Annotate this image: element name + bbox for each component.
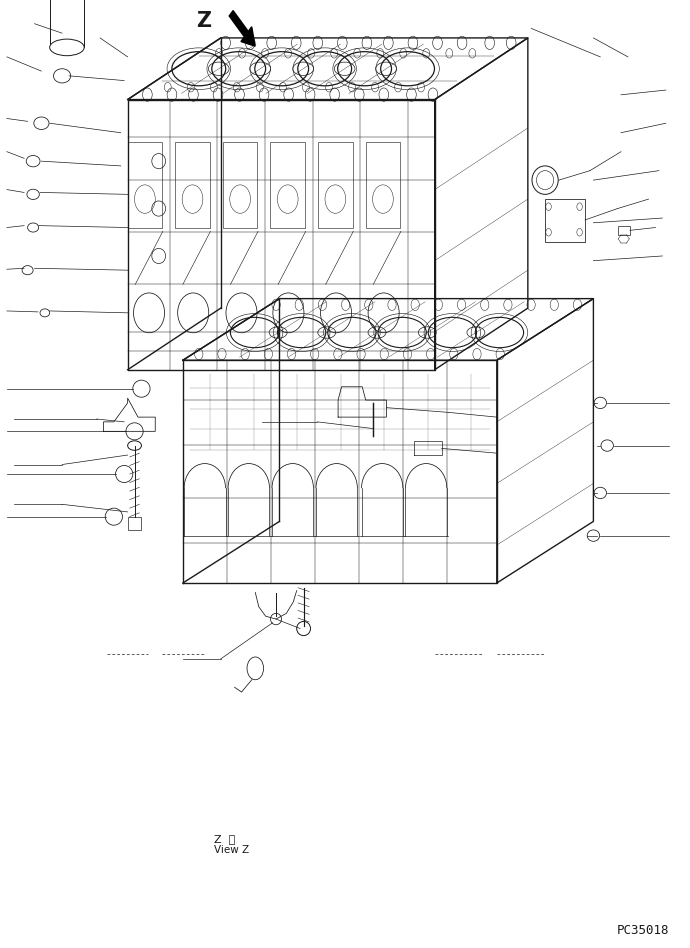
Ellipse shape bbox=[50, 39, 84, 56]
Text: Z  視: Z 視 bbox=[214, 834, 235, 844]
Bar bbox=[223, 142, 257, 228]
Ellipse shape bbox=[297, 622, 310, 636]
Bar bbox=[175, 142, 210, 228]
Bar bbox=[270, 142, 305, 228]
Bar bbox=[128, 142, 162, 228]
Ellipse shape bbox=[270, 613, 282, 625]
Bar bbox=[128, 517, 141, 530]
Bar bbox=[618, 226, 630, 235]
Text: Z: Z bbox=[196, 10, 211, 31]
FancyArrow shape bbox=[229, 10, 255, 46]
Ellipse shape bbox=[532, 166, 558, 194]
Bar bbox=[318, 142, 353, 228]
Bar bbox=[366, 142, 400, 228]
Bar bbox=[545, 199, 585, 242]
Text: PC35018: PC35018 bbox=[617, 923, 669, 937]
Text: View Z: View Z bbox=[214, 846, 249, 855]
